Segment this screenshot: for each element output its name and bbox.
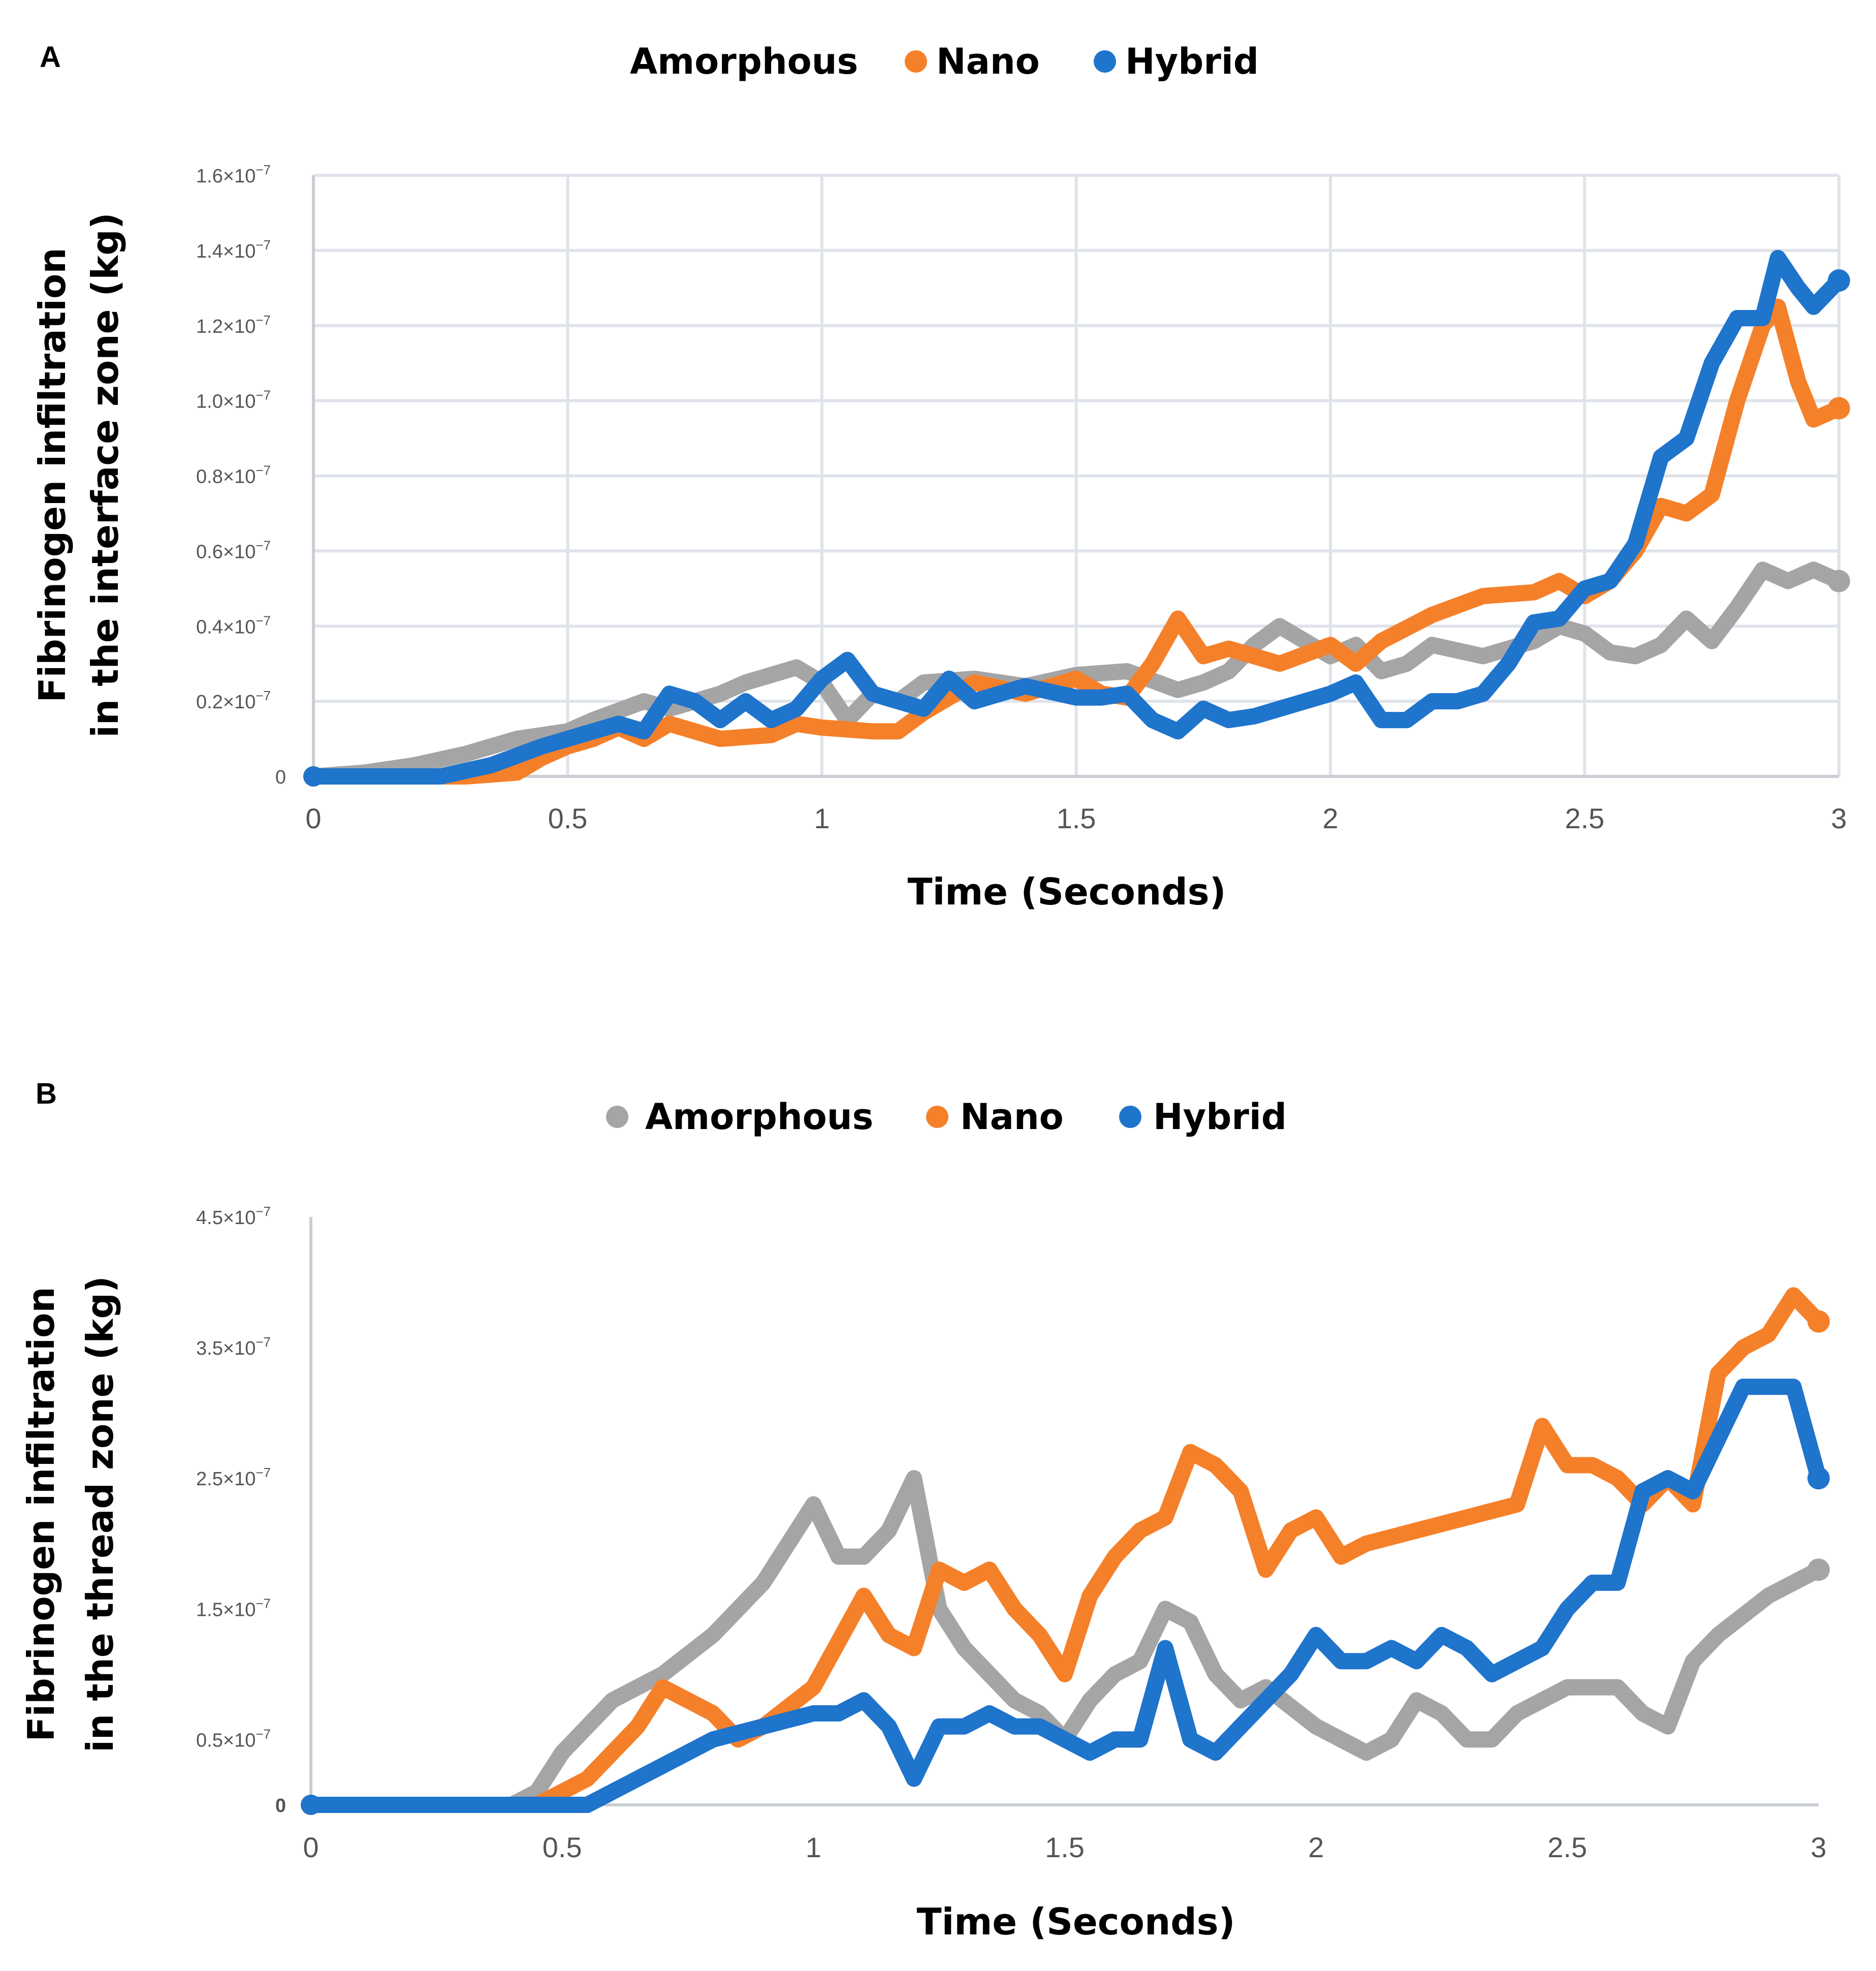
legend-label-nano: Nano xyxy=(960,1096,1064,1138)
x-tick-label: 0 xyxy=(303,1831,319,1863)
y-axis-title-line: in the interface zone (kg) xyxy=(84,212,126,738)
series-start-point-hybrid xyxy=(303,766,324,787)
x-tick-label: 2.5 xyxy=(1565,802,1605,834)
y-tick-label: 1.5×10−7 xyxy=(196,1595,271,1620)
legend-marker-hybrid xyxy=(1119,1106,1141,1128)
x-tick-label: 0.5 xyxy=(548,802,588,834)
x-axis-title: Time (Seconds) xyxy=(907,870,1226,913)
x-tick-label: 2 xyxy=(1308,1831,1324,1863)
series-end-point-nano xyxy=(1828,397,1850,420)
x-tick-label: 1.5 xyxy=(1057,802,1096,834)
y-tick-label: 0.6×10−7 xyxy=(196,538,271,562)
x-tick-label: 3 xyxy=(1831,802,1847,834)
series-line-hybrid xyxy=(305,249,1847,785)
series-end-point-nano xyxy=(1807,1310,1830,1333)
y-tick-label: 4.5×10−7 xyxy=(196,1204,271,1229)
y-tick-label: 1.2×10−7 xyxy=(196,312,271,337)
legend-marker-amorphous xyxy=(606,1106,628,1128)
y-tick-label: 0.5×10−7 xyxy=(196,1726,271,1751)
series-end-point-amorphous xyxy=(1828,570,1850,592)
y-tick-label: 3.5×10−7 xyxy=(196,1334,271,1359)
series-line-nano xyxy=(305,298,1847,785)
legend-label-hybrid: Hybrid xyxy=(1153,1096,1287,1138)
series-end-point-hybrid xyxy=(1807,1467,1830,1490)
y-tick-label: 0.2×10−7 xyxy=(196,688,271,713)
y-tick-label: 1.4×10−7 xyxy=(196,237,271,262)
x-tick-label: 2 xyxy=(1322,802,1338,834)
panel-b: B Amorphous Nano Hybrid 0 0.5 1 1.5 2 2.5 3 0 0.5×10… xyxy=(20,1077,1830,1943)
y-tick-label: 2.5×10−7 xyxy=(196,1465,271,1490)
legend-marker-nano xyxy=(905,50,927,73)
legend-label-amorphous: Amorphous xyxy=(630,41,858,82)
panel-label: A xyxy=(40,41,61,74)
legend-item-nano: Nano xyxy=(905,41,1040,82)
legend-item-hybrid: Hybrid xyxy=(1094,41,1259,82)
y-tick-label: 0 xyxy=(275,1795,286,1817)
y-tick-label: 1.6×10−7 xyxy=(196,162,271,187)
panel-a: A Amorphous Nano Hybrid 0 0.5 1 1.5 2 2.5 3 0 0.2×10… xyxy=(31,41,1850,913)
x-tick-label: 1 xyxy=(814,802,830,834)
y-axis-title-line: Fibrinogen infiltration xyxy=(20,1287,62,1741)
x-tick-label: 3 xyxy=(1810,1831,1826,1863)
legend-marker-hybrid xyxy=(1094,50,1116,73)
x-tick-label: 2.5 xyxy=(1547,1831,1587,1863)
legend-item-hybrid: Hybrid xyxy=(1119,1096,1287,1138)
series-line-hybrid xyxy=(303,1379,1827,1813)
legend-label-hybrid: Hybrid xyxy=(1125,41,1259,82)
y-tick-label: 0 xyxy=(275,767,286,788)
x-axis-title: Time (Seconds) xyxy=(916,1900,1235,1943)
legend-marker-nano xyxy=(926,1106,948,1128)
x-tick-label: 0.5 xyxy=(543,1831,582,1863)
legend-item-amorphous: Amorphous xyxy=(630,41,858,82)
y-tick-label: 0.4×10−7 xyxy=(196,613,271,638)
y-tick-label: 0.8×10−7 xyxy=(196,463,271,488)
legend-item-amorphous: Amorphous xyxy=(606,1096,873,1138)
legend-label-amorphous: Amorphous xyxy=(645,1096,873,1138)
legend-label-nano: Nano xyxy=(936,41,1040,82)
legend-item-nano: Nano xyxy=(926,1096,1064,1138)
series-end-point-hybrid xyxy=(1828,269,1850,292)
x-tick-label: 0 xyxy=(305,802,321,834)
series-line-amorphous xyxy=(303,1470,1827,1813)
series-end-point-amorphous xyxy=(1807,1558,1830,1581)
x-tick-label: 1 xyxy=(806,1831,821,1863)
y-tick-label: 1.0×10−7 xyxy=(196,388,271,413)
y-axis-title-line: Fibrinogen infiltration xyxy=(31,247,74,702)
y-axis-title-line: in the thread zone (kg) xyxy=(79,1276,121,1753)
panel-label: B xyxy=(36,1077,57,1110)
series-start-point-hybrid xyxy=(301,1795,321,1815)
x-tick-label: 1.5 xyxy=(1045,1831,1085,1863)
